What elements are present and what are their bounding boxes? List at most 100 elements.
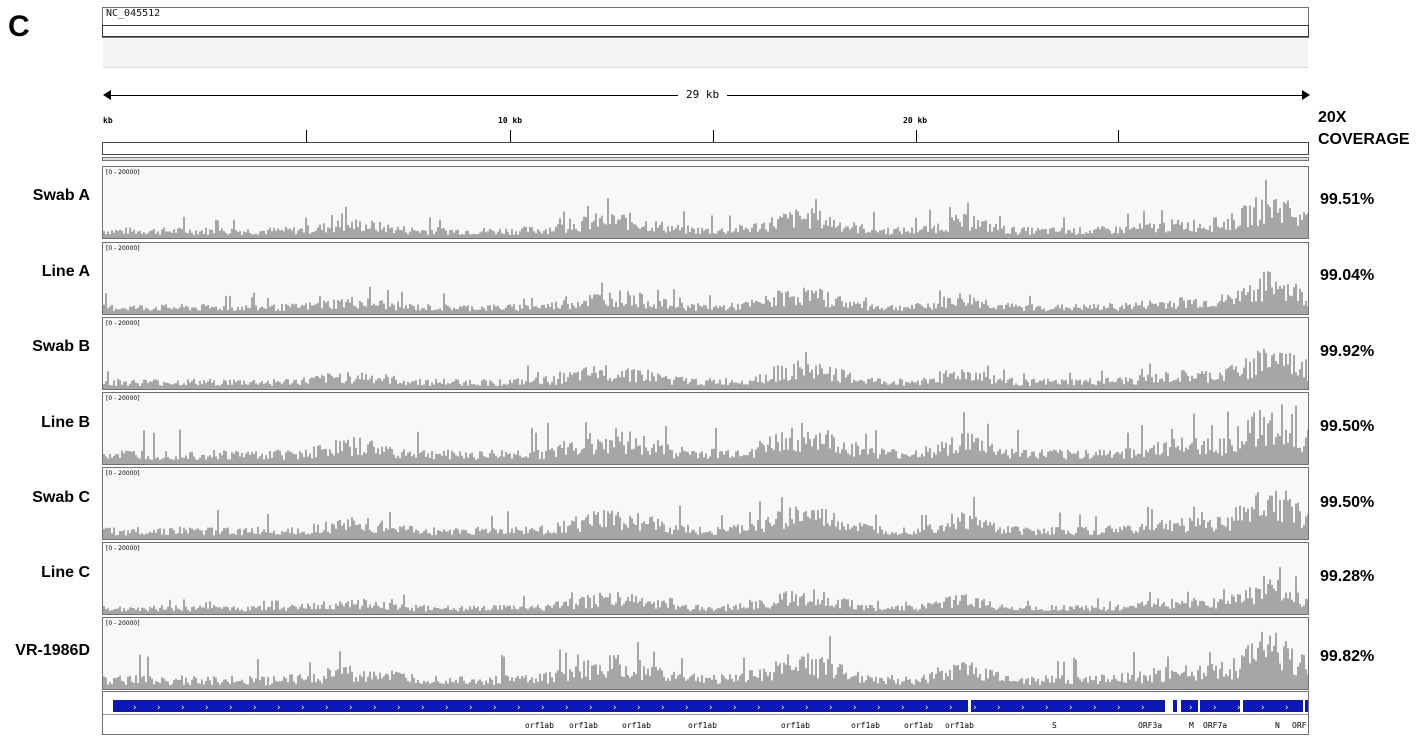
strand-arrow-icon: › xyxy=(1189,703,1193,713)
ruler-tick xyxy=(1118,130,1119,142)
strand-arrow-icon: › xyxy=(181,703,185,713)
coverage-plot xyxy=(103,179,1308,238)
ruler-label-start: kb xyxy=(103,116,113,125)
gene-track-baseline xyxy=(103,714,1308,715)
span-arrow-right-icon xyxy=(1302,90,1310,100)
chromosome-name[interactable]: NC_045512 xyxy=(106,8,161,19)
strand-arrow-icon: › xyxy=(373,703,377,713)
strand-arrow-icon: › xyxy=(445,703,449,713)
gene-features: › › › › › › › › › › › › › › › › › › › › › › › › › › › › › › › › › › › › › › › ›… xyxy=(103,700,1308,715)
strand-arrow-icon: › xyxy=(709,703,713,713)
ruler-tick xyxy=(306,130,307,142)
gene-label: S xyxy=(1052,721,1057,730)
track-background xyxy=(103,393,1308,464)
coverage-percent: 99.04% xyxy=(1320,267,1375,284)
gene-label: orf1ab xyxy=(904,721,933,730)
track-range-label: [0 - 20000] xyxy=(106,620,140,627)
span-label: 29 kb xyxy=(678,88,728,101)
coverage-track[interactable]: [0 - 20000] xyxy=(102,617,1309,690)
strand-arrow-icon: › xyxy=(1285,703,1289,713)
gene-label: orf1ab xyxy=(781,721,810,730)
track-background xyxy=(103,243,1308,314)
track-range-label: [0 - 20000] xyxy=(106,320,140,327)
coverage-plot xyxy=(103,567,1308,614)
coverage-percent: 99.50% xyxy=(1320,494,1375,511)
strand-arrow-icon: › xyxy=(1045,703,1049,713)
coverage-profile xyxy=(103,631,1308,689)
gene-label: ORF3a xyxy=(1138,721,1163,730)
coverage-profile xyxy=(103,490,1308,539)
sample-label: Line C xyxy=(41,564,90,581)
ruler-tick xyxy=(510,130,511,142)
strand-arrow-icon: › xyxy=(325,703,329,713)
strand-arrow-icon: › xyxy=(1117,703,1121,713)
chromosome-ideogram xyxy=(102,25,1309,37)
gene-label: orf1ab xyxy=(622,721,651,730)
coverage-header: 20X COVERAGE xyxy=(1318,107,1410,151)
strand-arrow-icon: › xyxy=(805,703,809,713)
gene-label: M xyxy=(1189,721,1194,730)
strand-arrow-icon: › xyxy=(613,703,617,713)
coverage-percent: 99.92% xyxy=(1320,343,1375,360)
sample-label: VR-1986D xyxy=(15,642,90,659)
sample-label: Swab B xyxy=(32,338,90,355)
track-range-label: [0 - 20000] xyxy=(106,169,140,176)
ruler-tick xyxy=(713,130,714,142)
coverage-percent: 99.51% xyxy=(1320,191,1375,208)
span-arrow-left-icon xyxy=(103,90,111,100)
track-background xyxy=(103,543,1308,614)
gene-feature xyxy=(1200,700,1240,712)
sample-label: Swab A xyxy=(32,187,90,204)
gene-label: ORF7a xyxy=(1203,721,1228,730)
coverage-track[interactable]: [0 - 20000] xyxy=(102,166,1309,239)
coverage-plot xyxy=(103,404,1308,464)
strand-arrow-icon: › xyxy=(469,703,473,713)
strand-arrow-icon: › xyxy=(853,703,857,713)
coverage-track[interactable]: [0 - 20000] xyxy=(102,392,1309,465)
gene-label: orf1ab xyxy=(688,721,717,730)
track-background xyxy=(103,167,1308,238)
coverage-profile xyxy=(103,404,1308,464)
ruler-label-20kb: 20 kb xyxy=(903,116,928,125)
coverage-percent: 99.28% xyxy=(1320,568,1375,585)
ruler-divider xyxy=(102,157,1309,161)
strand-arrow-icon: › xyxy=(565,703,569,713)
track-range-label: [0 - 20000] xyxy=(106,245,140,252)
panel-letter: C xyxy=(8,10,30,43)
strand-arrow-icon: › xyxy=(1141,703,1145,713)
strand-arrow-icon: › xyxy=(1165,703,1169,713)
ruler-label-10kb: 10 kb xyxy=(498,116,523,125)
coverage-track[interactable]: [0 - 20000] xyxy=(102,467,1309,540)
coverage-percent: 99.82% xyxy=(1320,648,1375,665)
strand-arrow-icon: › xyxy=(517,703,521,713)
strand-arrow-icon: › xyxy=(229,703,233,713)
strand-arrow-icon: › xyxy=(133,703,137,713)
strand-arrow-icon: › xyxy=(421,703,425,713)
coverage-track[interactable]: [0 - 20000] xyxy=(102,542,1309,615)
strand-arrow-icon: › xyxy=(973,703,977,713)
gene-feature xyxy=(1173,700,1177,712)
strand-arrow-icon: › xyxy=(781,703,785,713)
gene-label: orf1ab xyxy=(945,721,974,730)
coverage-track[interactable]: [0 - 20000] xyxy=(102,317,1309,390)
gene-annotation-track[interactable]: › › › › › › › › › › › › › › › › › › › › › › › › › › › › › › › › › › › › › › › ›… xyxy=(102,691,1309,735)
coverage-plot xyxy=(103,631,1308,689)
strand-arrow-icon: › xyxy=(493,703,497,713)
track-range-label: [0 - 20000] xyxy=(106,395,140,402)
strand-arrow-icon: › xyxy=(1093,703,1097,713)
track-background xyxy=(103,618,1308,689)
strand-arrow-icon: › xyxy=(157,703,161,713)
strand-arrow-icon: › xyxy=(1213,703,1217,713)
coverage-track[interactable]: [0 - 20000] xyxy=(102,242,1309,315)
coverage-plot xyxy=(103,271,1308,314)
gene-label: N xyxy=(1275,721,1280,730)
strand-arrow-icon: › xyxy=(925,703,929,713)
strand-arrow-icon: › xyxy=(877,703,881,713)
strand-arrow-icon: › xyxy=(637,703,641,713)
coverage-plot xyxy=(103,348,1308,389)
ruler-tick xyxy=(916,130,917,142)
strand-arrow-icon: › xyxy=(253,703,257,713)
strand-arrow-icon: › xyxy=(685,703,689,713)
gene-feature xyxy=(1181,700,1198,712)
gene-label: ORF xyxy=(1292,721,1307,730)
